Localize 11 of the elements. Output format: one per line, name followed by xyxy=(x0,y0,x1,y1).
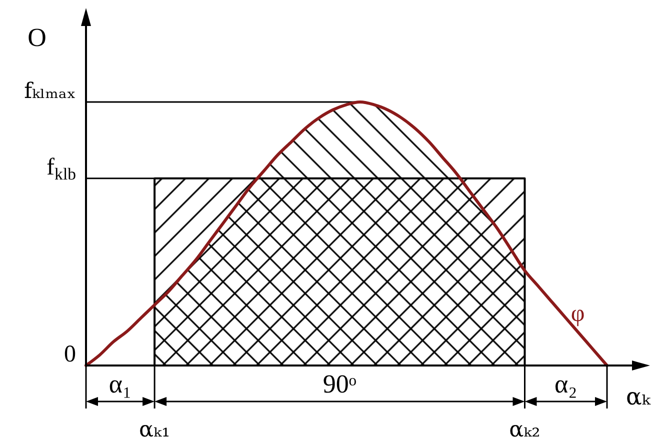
text: α₁ xyxy=(108,370,132,398)
series-label: φ xyxy=(570,301,585,328)
y-axis-title: O xyxy=(28,23,46,52)
x-tick-label: αₖ₁ xyxy=(138,418,170,442)
text: 90ᵒ xyxy=(322,370,357,398)
x-axis-title: αₖ xyxy=(626,382,652,410)
text: α₂ xyxy=(554,370,578,398)
x-tick-label: αₖ₂ xyxy=(509,418,540,442)
text: 0 xyxy=(64,342,76,368)
ref-line-label: fₖₗₘₐₓ xyxy=(24,79,76,104)
ref-line-label: f$_{klb}$ xyxy=(46,154,76,184)
